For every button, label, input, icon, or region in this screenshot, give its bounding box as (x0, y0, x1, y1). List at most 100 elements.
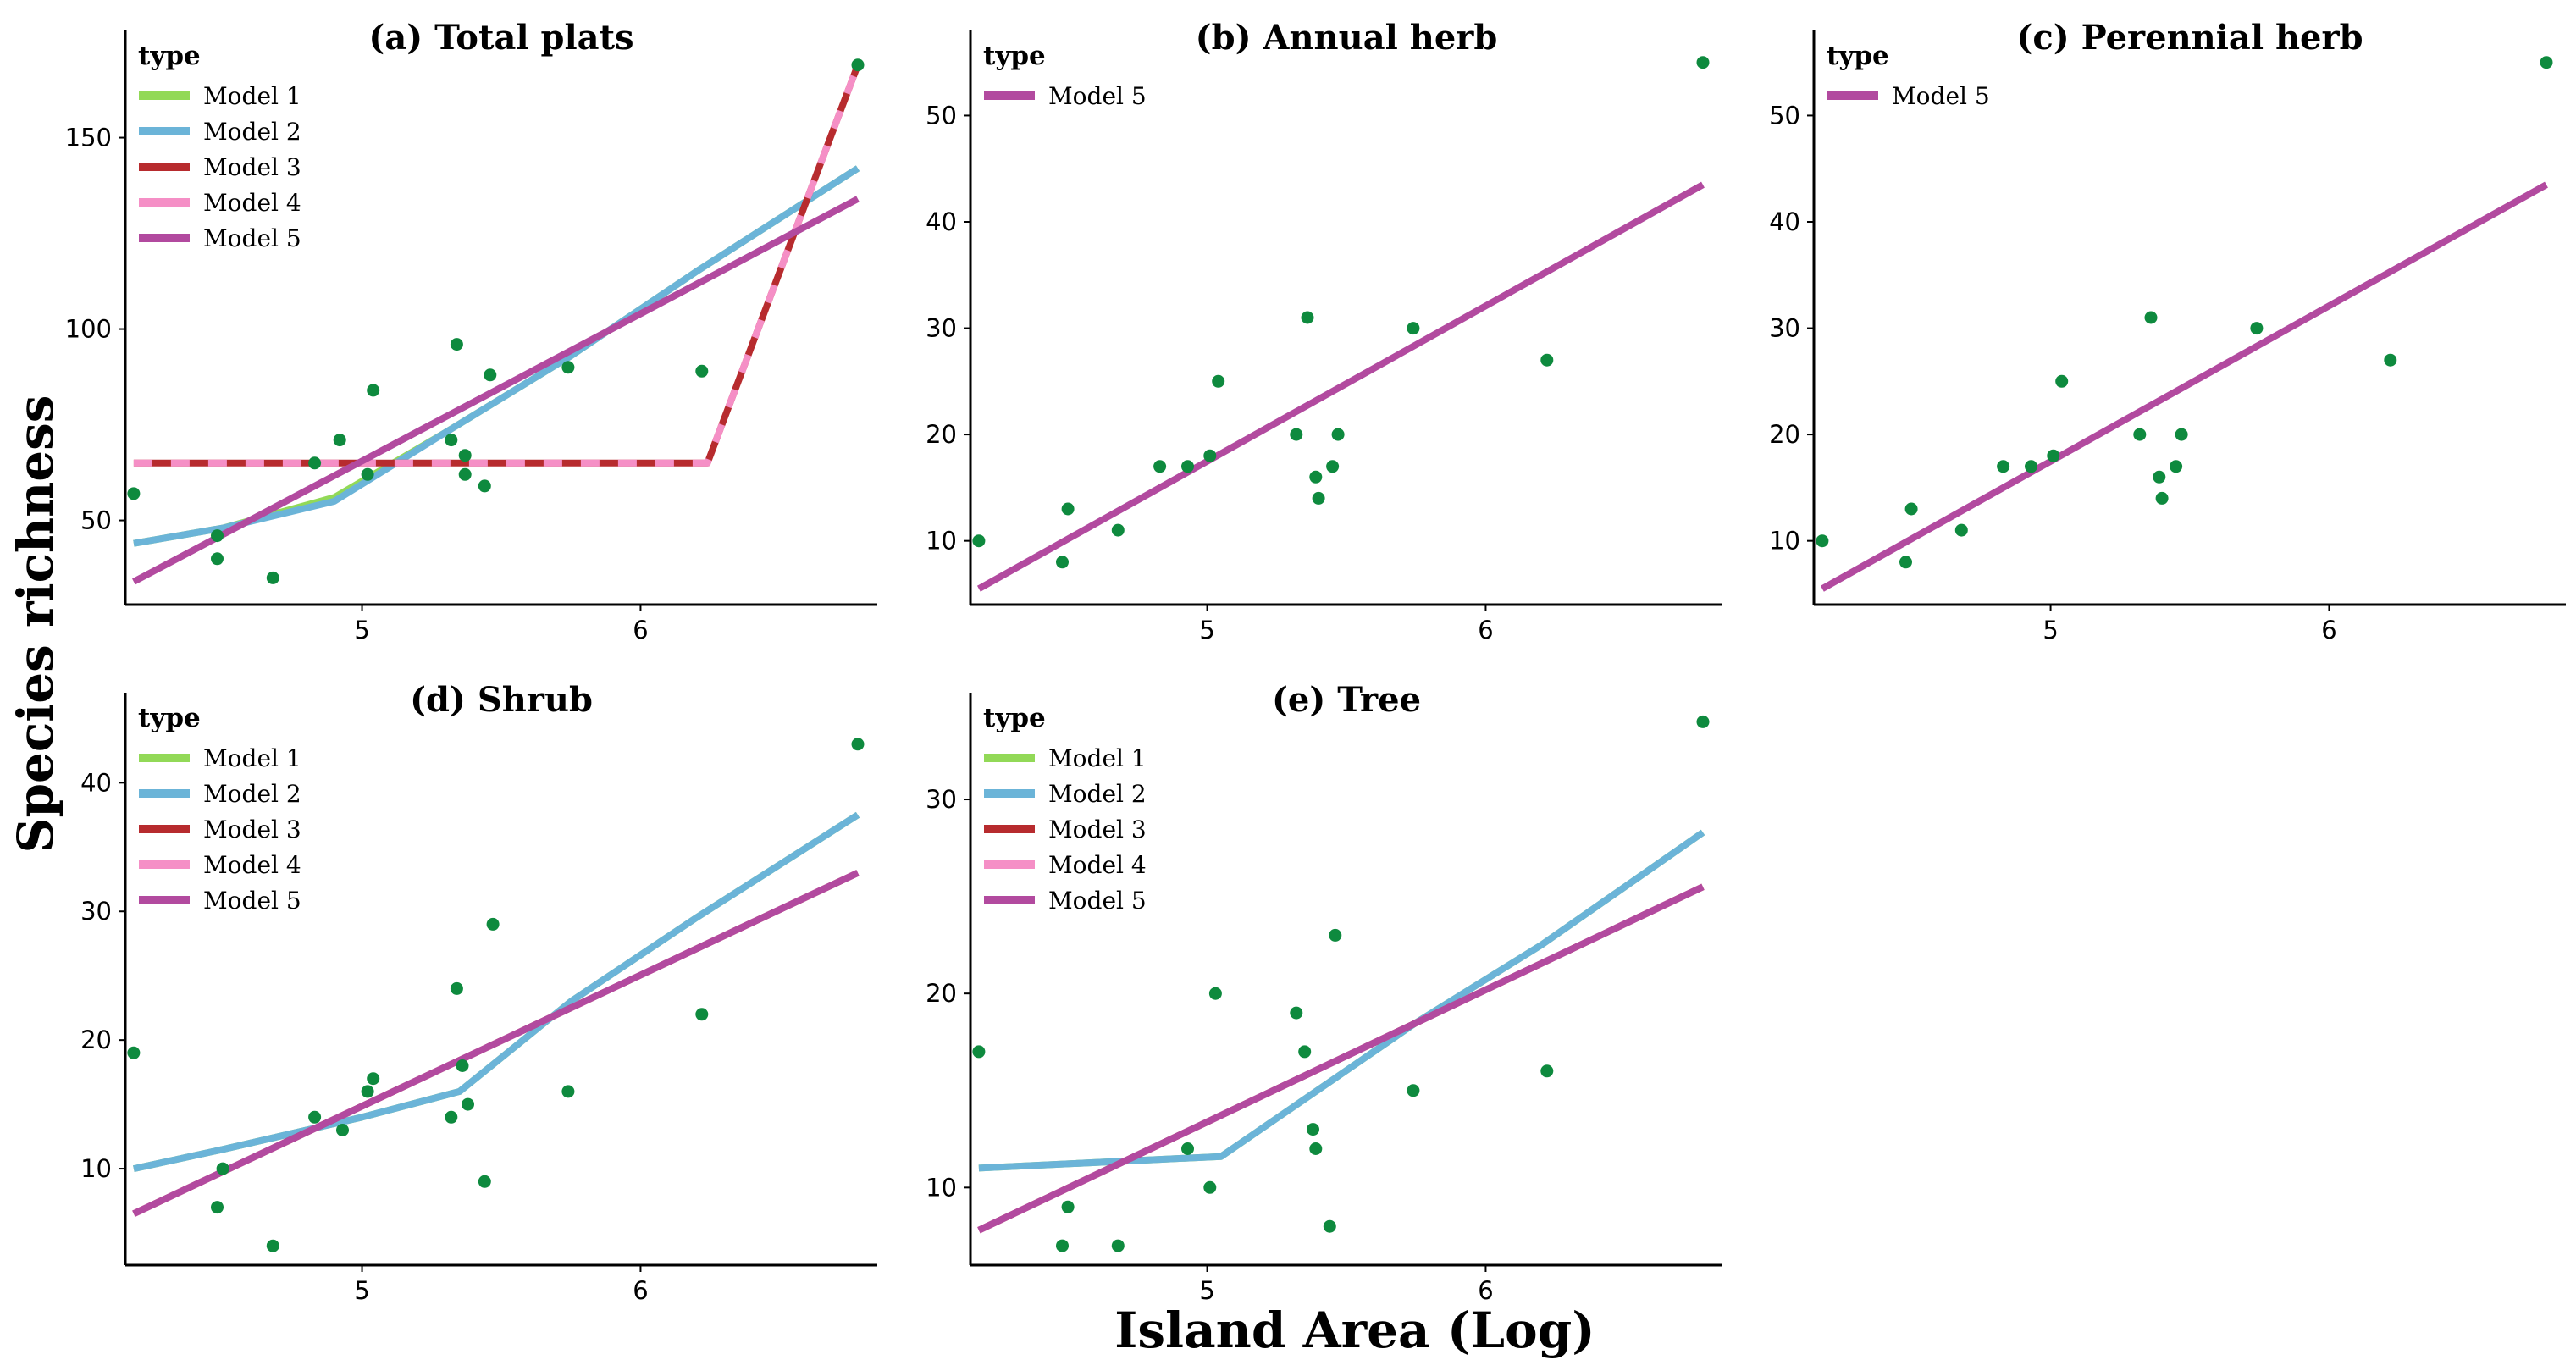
panel-title: (b) Annual herb (1196, 18, 1498, 58)
y-tick-label: 100 (65, 315, 112, 344)
panel-title: (e) Tree (1272, 680, 1421, 720)
data-point (851, 58, 865, 72)
data-point (1309, 470, 1323, 484)
legend-title: type (138, 41, 201, 71)
data-point (1312, 491, 1325, 505)
data-point (1290, 428, 1303, 441)
data-point (1997, 460, 2010, 473)
y-axis-title: Species richness (7, 395, 64, 854)
data-point (2133, 428, 2147, 441)
data-point (851, 738, 865, 751)
data-point (211, 529, 224, 543)
y-tick-label: 50 (926, 101, 957, 130)
data-point (2047, 449, 2060, 462)
series-line-model-5 (132, 196, 860, 585)
data-point (308, 456, 322, 470)
data-point (561, 1085, 575, 1098)
data-point (1203, 1180, 1217, 1194)
data-point (367, 384, 380, 397)
data-point (1111, 1239, 1125, 1252)
series-line-model-2 (133, 811, 860, 1173)
data-point (2155, 491, 2169, 505)
data-point (308, 1110, 322, 1124)
legend-title: type (138, 703, 201, 733)
y-tick-label: 40 (926, 207, 957, 236)
series-line-model-5 (1820, 181, 2548, 592)
x-axis-title: Island Area (Log) (1114, 1302, 1595, 1359)
y-tick-label: 40 (1769, 207, 1800, 236)
y-tick-label: 20 (1769, 420, 1800, 449)
legend-label: Model 4 (203, 189, 301, 217)
y-tick-label: 10 (1769, 527, 1800, 556)
data-point (1326, 460, 1340, 473)
data-point (266, 1239, 279, 1252)
data-point (445, 1110, 458, 1124)
y-tick-label: 40 (80, 768, 112, 797)
data-point (972, 1045, 986, 1059)
panel-title: (c) Perennial herb (2016, 18, 2363, 58)
data-point (2025, 460, 2037, 473)
data-point (1816, 534, 1829, 548)
data-point (2540, 56, 2553, 69)
data-point (1540, 353, 1554, 367)
data-point (458, 467, 472, 481)
legend-label: Model 2 (203, 118, 301, 146)
legend-label: Model 3 (1048, 815, 1147, 843)
legend-label: Model 2 (1048, 780, 1147, 808)
data-point (1203, 449, 1217, 462)
data-point (1212, 374, 1225, 388)
data-point (1331, 428, 1345, 441)
x-tick-label: 5 (2043, 616, 2058, 644)
y-tick-label: 20 (926, 420, 957, 449)
data-point (1540, 1064, 1554, 1078)
data-point (367, 1072, 380, 1086)
legend-label: Model 5 (1048, 82, 1147, 110)
data-point (336, 1124, 349, 1136)
series-line-model-1 (978, 829, 1705, 1172)
data-point (1061, 502, 1075, 516)
legend-label: Model 5 (203, 224, 301, 252)
legend-label: Model 5 (1892, 82, 1990, 110)
series-line-model-5 (132, 870, 860, 1217)
data-point (1111, 523, 1125, 537)
legend-title: type (1827, 41, 1889, 71)
data-point (1329, 928, 1342, 942)
data-point (695, 1008, 709, 1021)
data-point (1056, 556, 1069, 569)
data-point (2170, 460, 2183, 473)
legend-label: Model 2 (203, 780, 301, 808)
data-point (1407, 1084, 1420, 1097)
y-tick-label: 20 (80, 1025, 112, 1054)
data-point (1181, 1142, 1194, 1155)
series-line-model-5 (977, 883, 1705, 1234)
legend-label: Model 4 (1048, 851, 1147, 879)
y-tick-label: 10 (926, 527, 957, 556)
series-line-model-4 (133, 64, 861, 467)
x-tick-label: 5 (354, 616, 369, 644)
legend-label: Model 5 (203, 887, 301, 915)
data-point (695, 364, 709, 378)
data-point (361, 1085, 374, 1098)
data-point (361, 467, 374, 481)
data-point (450, 338, 463, 351)
y-tick-label: 10 (80, 1154, 112, 1183)
data-point (2384, 353, 2397, 367)
data-point (1290, 1006, 1303, 1020)
legend-title: type (983, 703, 1046, 733)
legend-label: Model 3 (203, 153, 301, 181)
legend-title: type (983, 41, 1046, 71)
series-line-model-5 (976, 181, 1705, 592)
legend-label: Model 1 (203, 744, 301, 772)
y-tick-label: 150 (65, 124, 112, 152)
data-point (972, 534, 986, 548)
data-point (478, 1175, 491, 1188)
x-tick-label: 5 (354, 1276, 369, 1305)
data-point (127, 487, 141, 500)
data-point (1307, 1123, 1319, 1136)
